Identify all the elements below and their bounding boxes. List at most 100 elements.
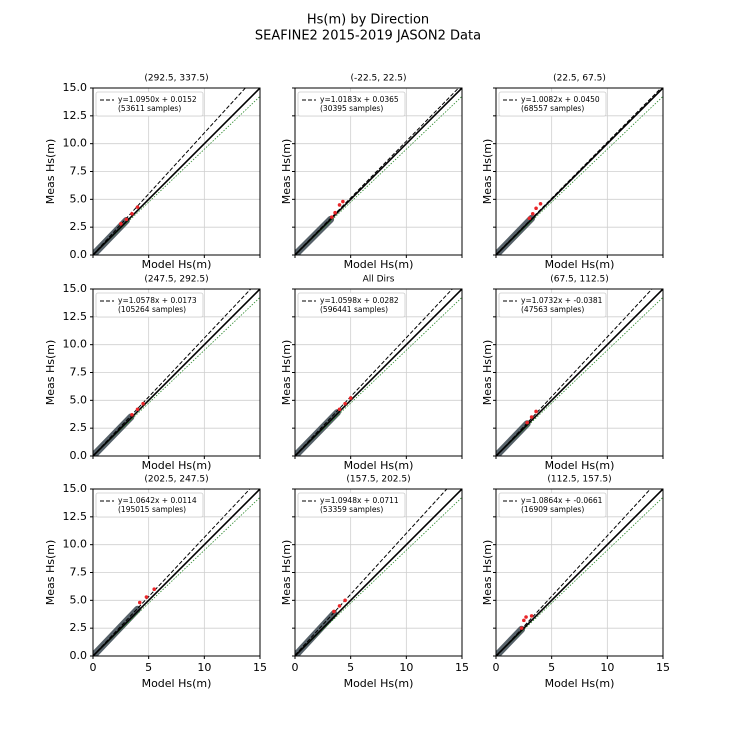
point: [337, 407, 342, 412]
x-axis-label: Model Hs(m): [545, 258, 615, 271]
x-tick-label: 0: [292, 661, 299, 674]
subplot-title: All Dirs: [363, 275, 395, 285]
point: [137, 600, 142, 605]
y-tick-label: 10.0: [63, 338, 88, 351]
point: [130, 413, 134, 417]
point: [534, 206, 538, 211]
fit-line: [93, 88, 247, 255]
point: [538, 201, 543, 206]
identity-line: [496, 489, 663, 656]
x-tick-label: 0: [493, 661, 500, 674]
guide-line: [93, 497, 260, 656]
legend-box: [498, 292, 607, 318]
subplot-title: (247.5, 292.5): [144, 275, 208, 285]
legend-samples: (68557 samples): [521, 104, 584, 113]
y-tick-label: 12.5: [63, 109, 88, 122]
point: [341, 199, 345, 204]
figure-subtitle: SEAFINE2 2015-2019 JASON2 Data: [255, 29, 481, 44]
y-tick-label: 2.5: [70, 621, 88, 634]
subplot-title: (-22.5, 22.5): [350, 74, 406, 84]
point: [130, 212, 134, 216]
subplot-title: (157.5, 202.5): [346, 475, 410, 485]
y-tick-label: 0.0: [70, 248, 88, 261]
x-axis-label: Model Hs(m): [344, 677, 414, 690]
point: [329, 215, 334, 219]
point: [530, 212, 535, 216]
legend-label: y=1.0082x + 0.0450: [521, 95, 600, 104]
y-tick-label: 5.0: [70, 393, 88, 406]
legend-samples: (16909 samples): [521, 505, 584, 514]
legend-samples: (105264 samples): [118, 305, 186, 314]
x-axis-label: Model Hs(m): [142, 258, 212, 271]
point: [332, 609, 336, 614]
legend-label: y=1.0864x + -0.0661: [521, 496, 603, 505]
point: [519, 626, 524, 630]
y-tick-label: 2.5: [70, 421, 88, 434]
identity-line: [295, 289, 462, 456]
legend-samples: (30395 samples): [320, 104, 383, 113]
point: [524, 615, 528, 619]
point: [141, 401, 145, 406]
y-tick-label: 5.0: [70, 192, 88, 205]
identity-line: [93, 489, 260, 656]
y-axis-label: Meas Hs(m): [481, 540, 494, 606]
subplot-title: (112.5, 157.5): [547, 475, 611, 485]
fit-line: [295, 489, 448, 656]
y-tick-label: 7.5: [70, 165, 88, 178]
fit-line: [93, 289, 252, 456]
x-tick-label: 10: [197, 661, 211, 674]
point: [135, 407, 140, 412]
point: [152, 587, 157, 591]
point: [525, 420, 529, 425]
point: [124, 217, 129, 222]
y-axis-label: Meas Hs(m): [44, 540, 57, 606]
fit-line: [295, 88, 460, 255]
legend-box: [95, 492, 204, 518]
legend-label: y=1.0642x + 0.0114: [118, 496, 197, 505]
point: [119, 222, 123, 226]
legend-label: y=1.0578x + 0.0173: [118, 296, 197, 305]
subplot-title: (67.5, 112.5): [550, 275, 609, 285]
guide-line: [295, 297, 462, 456]
guide-line: [496, 297, 663, 456]
fit-line: [496, 289, 653, 456]
y-tick-label: 0.0: [70, 649, 88, 662]
plot-area: [93, 88, 260, 255]
point: [529, 415, 534, 419]
x-tick-label: 0: [90, 661, 97, 674]
identity-line: [93, 88, 260, 255]
legend-box: [498, 492, 607, 518]
legend-samples: (53611 samples): [118, 104, 181, 113]
legend-box: [95, 91, 204, 117]
x-tick-label: 10: [399, 661, 413, 674]
y-tick-label: 12.5: [63, 510, 88, 523]
x-axis-label: Model Hs(m): [142, 677, 212, 690]
x-tick-label: 5: [145, 661, 152, 674]
point: [135, 205, 140, 209]
legend-samples: (195015 samples): [118, 505, 186, 514]
legend-label: y=1.0950x + 0.0152: [118, 95, 197, 104]
y-axis-label: Meas Hs(m): [481, 139, 494, 205]
identity-line: [496, 289, 663, 456]
y-tick-label: 15.0: [63, 81, 88, 94]
y-tick-label: 15.0: [63, 282, 88, 295]
subplot-title: (22.5, 67.5): [553, 74, 606, 84]
y-tick-label: 2.5: [70, 220, 88, 233]
subplot-title: (292.5, 337.5): [144, 74, 208, 84]
x-axis-label: Model Hs(m): [344, 258, 414, 271]
point: [343, 598, 347, 603]
guide-line: [295, 96, 462, 255]
plot-area: [295, 88, 462, 255]
y-axis-label: Meas Hs(m): [44, 139, 57, 205]
subplot-title: (202.5, 247.5): [144, 475, 208, 485]
point: [527, 216, 532, 221]
y-tick-label: 5.0: [70, 593, 88, 606]
y-tick-label: 10.0: [63, 137, 88, 150]
x-tick-label: 15: [253, 661, 267, 674]
point: [522, 618, 526, 623]
guide-line: [295, 497, 462, 656]
point: [337, 203, 342, 207]
y-tick-label: 7.5: [70, 366, 88, 379]
